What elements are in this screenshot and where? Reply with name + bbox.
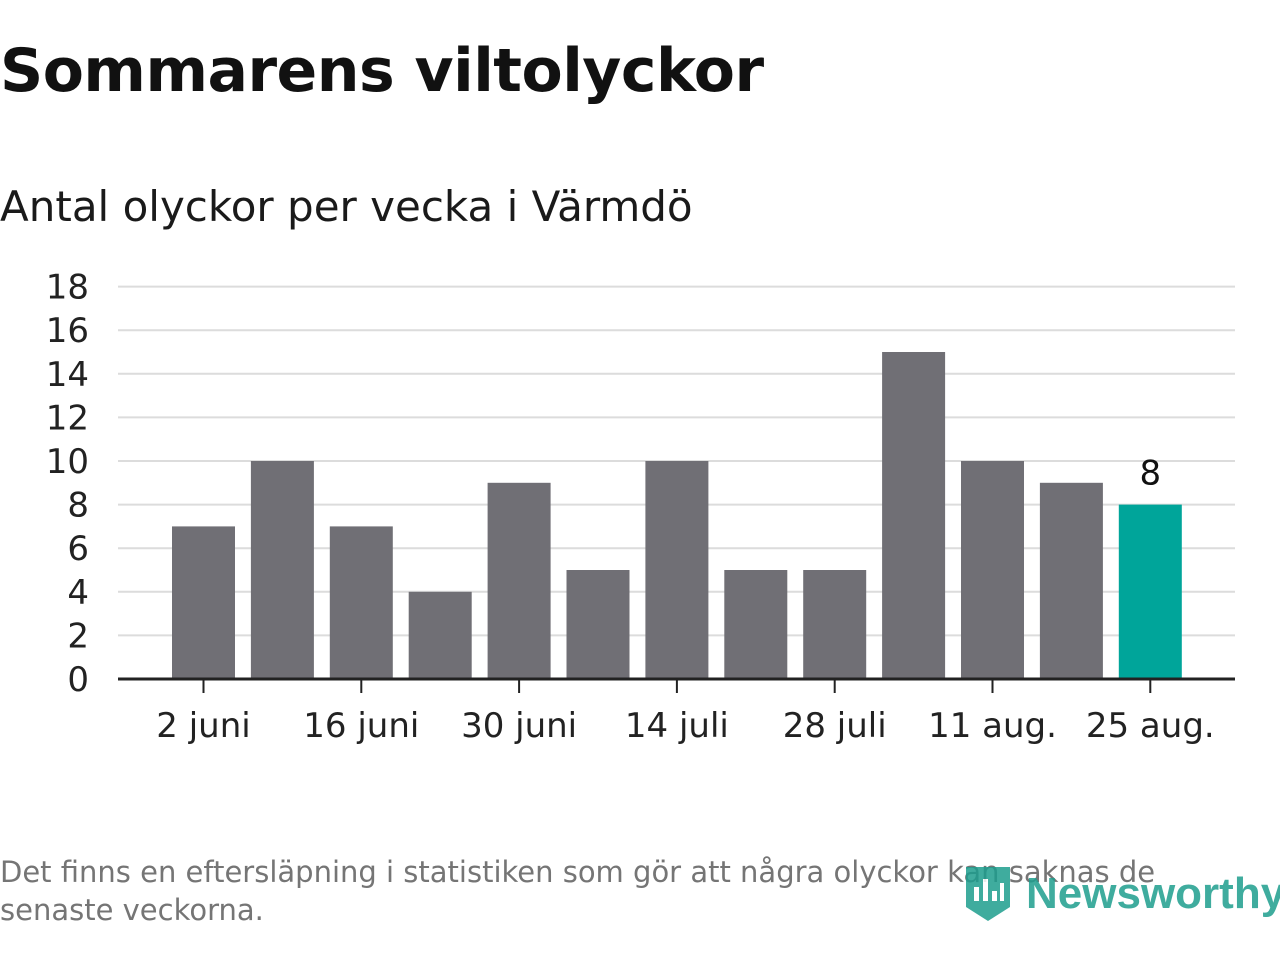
x-axis: 2 juni 16 juni 30 juni 14 juli 28 juli 11 aug… [118, 677, 1235, 746]
bar [724, 570, 788, 679]
x-tick-label: 14 juli [625, 706, 729, 746]
bar [1039, 482, 1103, 679]
footnote: Det finns en eftersläpning i statistiken… [0, 855, 1156, 927]
chart-subtitle: Antal olyckor per vecka i Värmdö [0, 182, 693, 231]
bar [408, 591, 472, 679]
y-tick-label: 6 [67, 529, 89, 569]
y-tick-label: 2 [67, 616, 89, 656]
y-tick-label: 8 [67, 486, 89, 526]
x-tick-label: 30 juni [461, 706, 577, 746]
brand-logo: Newsworthy [962, 862, 1280, 926]
y-tick-label: 16 [46, 311, 89, 351]
bar [250, 461, 314, 679]
x-tick-label: 2 juni [156, 706, 250, 746]
x-tick-label: 16 juni [303, 706, 419, 746]
bar [487, 482, 551, 679]
bars [172, 352, 1182, 679]
y-tick-label: 10 [46, 442, 89, 482]
chart-title: Sommarens viltolyckor [0, 36, 764, 106]
bar [803, 570, 867, 679]
bar [172, 526, 235, 679]
bar [566, 570, 630, 679]
y-tick-label: 0 [67, 660, 89, 700]
x-tick-label: 25 aug. [1086, 706, 1215, 746]
x-tick-label: 11 aug. [928, 706, 1057, 746]
data-label: 8 [1139, 454, 1161, 494]
data-labels: 8 [1139, 454, 1161, 494]
bar [645, 461, 709, 679]
bar-highlighted [1118, 504, 1182, 679]
bar [961, 461, 1024, 679]
brand-name: Newsworthy [1026, 869, 1280, 918]
bar [329, 526, 393, 679]
y-tick-label: 12 [46, 398, 89, 438]
bar [882, 352, 946, 679]
x-tick-label: 28 juli [783, 706, 887, 746]
y-tick-label: 4 [67, 573, 89, 613]
y-tick-label: 14 [46, 355, 89, 395]
newsworthy-logo-icon [966, 867, 1010, 921]
y-tick-label: 18 [46, 268, 89, 308]
